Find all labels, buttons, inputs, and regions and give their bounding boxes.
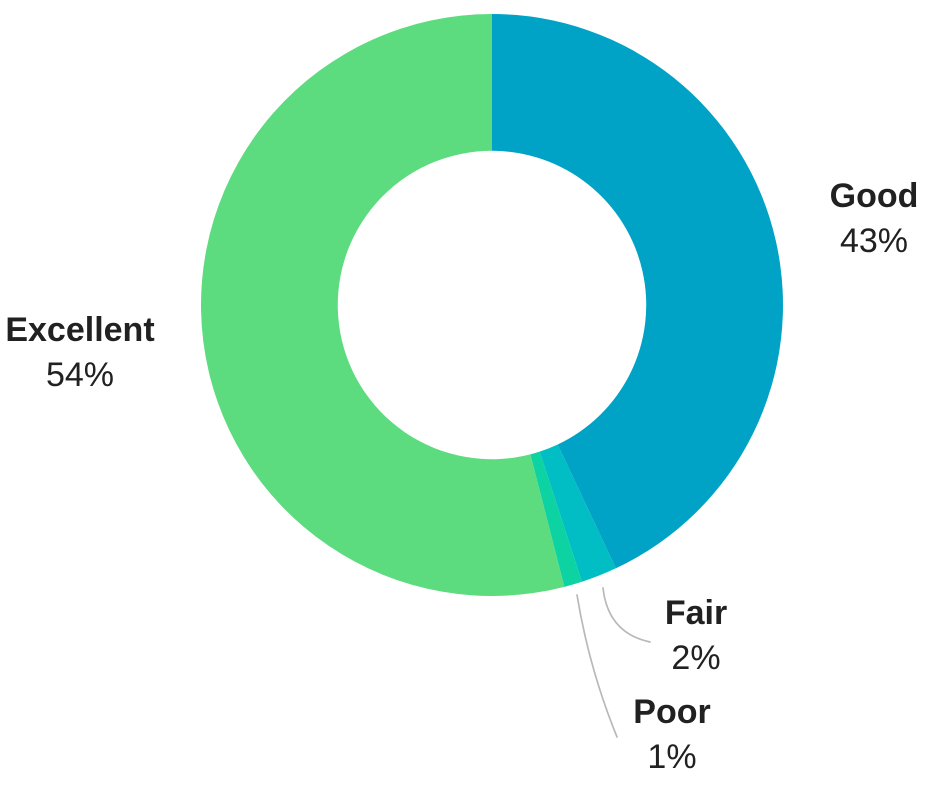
slice-good xyxy=(492,14,783,569)
label-excellent-percent: 54% xyxy=(45,356,115,394)
label-excellent-name: Excellent xyxy=(5,311,155,349)
label-fair-name: Fair xyxy=(664,594,728,632)
label-good-percent: 43% xyxy=(839,222,909,260)
label-poor-name: Poor xyxy=(633,693,711,731)
poor-leader-line xyxy=(576,594,618,738)
label-excellent: Excellent 54% xyxy=(5,308,154,398)
fair-leader-line xyxy=(602,587,651,643)
label-fair: Fair 2% xyxy=(665,591,727,681)
label-fair-percent: 2% xyxy=(671,639,721,677)
slice-poor xyxy=(530,451,582,587)
slice-excellent xyxy=(201,14,565,597)
label-good: Good 43% xyxy=(830,174,919,264)
label-poor: Poor 1% xyxy=(633,690,710,780)
donut-slices xyxy=(201,14,783,597)
label-good-name: Good xyxy=(829,177,919,215)
slice-fair xyxy=(539,444,616,582)
label-poor-percent: 1% xyxy=(647,738,697,776)
